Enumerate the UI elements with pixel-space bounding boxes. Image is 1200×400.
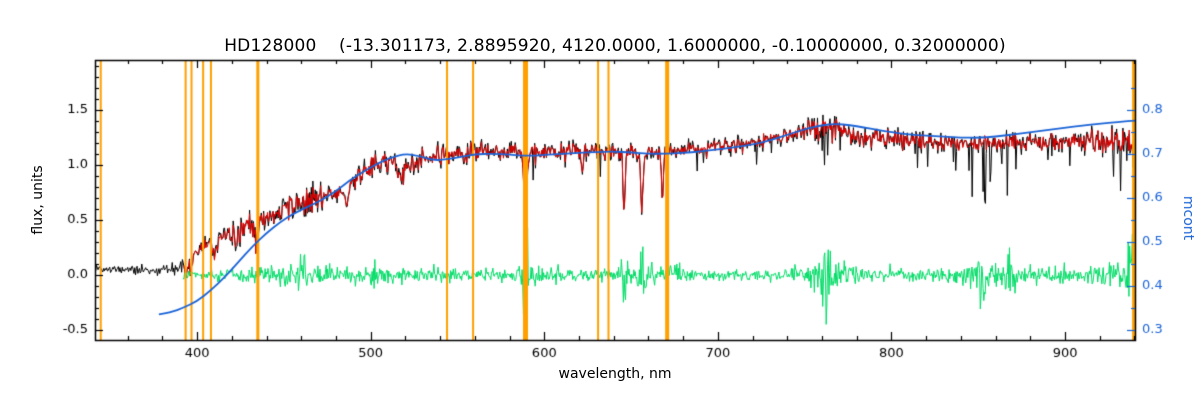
plot-title: HD128000 (-13.301173, 2.8895920, 4120.00… [224, 36, 1006, 56]
y-axis-label-left: flux, units [30, 165, 46, 235]
x-axis-label: wavelength, nm [558, 366, 672, 382]
y-axis-label-right: mcont [1180, 195, 1196, 241]
